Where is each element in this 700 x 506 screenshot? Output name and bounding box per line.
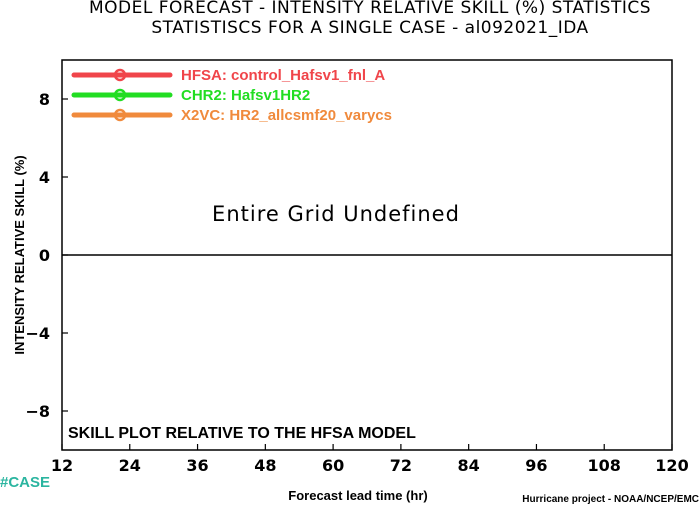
y-tick-label: −4 [25, 324, 50, 343]
y-tick-label: 4 [39, 168, 50, 187]
case-tag: #CASE [0, 474, 50, 491]
x-tick-label: 72 [390, 456, 412, 475]
x-tick-label: 36 [186, 456, 208, 475]
skill-plot-note: SKILL PLOT RELATIVE TO THE HFSA MODEL [68, 425, 416, 442]
x-axis-label: Forecast lead time (hr) [288, 488, 427, 503]
undefined-grid-message: Entire Grid Undefined [212, 202, 460, 226]
chart-subtitle: STATISTISCS FOR A SINGLE CASE - al092021… [151, 18, 589, 38]
legend-item: CHR2: Hafsv1HR2 [71, 87, 310, 104]
x-tick-label: 12 [51, 456, 73, 475]
y-tick-label: 0 [39, 246, 50, 265]
legend: HFSA: control_Hafsv1_fnl_A CHR2: Hafsv1HR… [71, 67, 392, 124]
credit-line: Hurricane project - NOAA/NCEP/EMC [522, 494, 699, 505]
x-axis: 12 24 36 48 60 72 84 96 108 120 [51, 444, 689, 475]
x-tick-label: 108 [588, 456, 621, 475]
y-tick-label: 8 [39, 90, 50, 109]
legend-item: HFSA: control_Hafsv1_fnl_A [71, 67, 385, 84]
x-tick-label: 84 [458, 456, 480, 475]
x-tick-label: 60 [322, 456, 344, 475]
legend-marker [113, 108, 127, 122]
legend-item: X2VC: HR2_allcsmf20_varycs [71, 107, 392, 124]
legend-marker [113, 68, 127, 82]
x-tick-label: 48 [254, 456, 276, 475]
legend-marker [113, 88, 127, 102]
x-tick-label: 96 [525, 456, 547, 475]
x-tick-label: 24 [119, 456, 141, 475]
y-axis: −8 −4 0 4 8 [25, 90, 68, 421]
chart-title: MODEL FORECAST - INTENSITY RELATIVE SKIL… [88, 0, 652, 18]
y-axis-label: INTENSITY RELATIVE SKILL (%) [12, 155, 27, 354]
x-tick-label: 120 [655, 456, 688, 475]
legend-label: HFSA: control_Hafsv1_fnl_A [181, 67, 385, 84]
legend-label: X2VC: HR2_allcsmf20_varycs [181, 107, 392, 124]
y-tick-label: −8 [25, 402, 50, 421]
legend-label: CHR2: Hafsv1HR2 [181, 87, 310, 104]
